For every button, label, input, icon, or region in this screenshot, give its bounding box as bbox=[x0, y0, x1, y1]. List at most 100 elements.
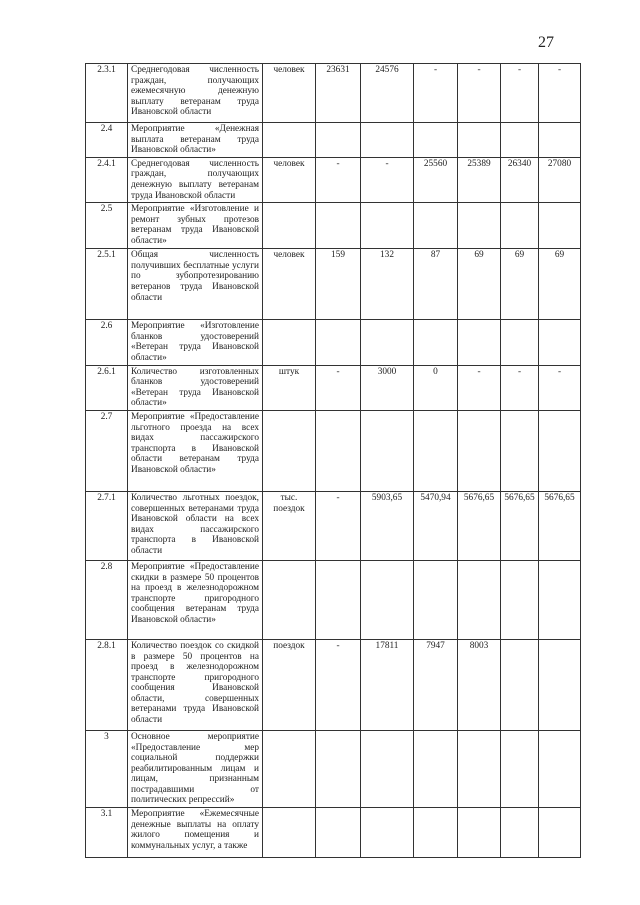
row-value: 23631 bbox=[315, 63, 361, 123]
row-value bbox=[413, 122, 458, 158]
row-value: 25389 bbox=[457, 156, 501, 204]
row-description: Среднегодовая численность граждан, получ… bbox=[127, 156, 263, 204]
row-unit: тыс. поездок bbox=[262, 490, 316, 561]
row-value bbox=[500, 122, 539, 158]
row-value bbox=[413, 202, 458, 250]
row-value: 24576 bbox=[360, 63, 414, 123]
row-value: 17811 bbox=[360, 638, 414, 731]
row-value: 5903,65 bbox=[360, 490, 414, 561]
row-unit: человек bbox=[262, 63, 316, 123]
row-value bbox=[315, 559, 361, 640]
row-number: 2.8.1 bbox=[85, 638, 128, 731]
row-value: 5676,65 bbox=[500, 490, 539, 561]
row-value: - bbox=[457, 364, 501, 411]
table-row: 2.5.1 Общая численность получивших беспла… bbox=[85, 248, 581, 321]
row-value bbox=[360, 807, 414, 859]
row-value bbox=[500, 638, 539, 731]
row-value bbox=[538, 122, 581, 158]
row-value: 5676,65 bbox=[457, 490, 501, 561]
row-value: 0 bbox=[413, 364, 458, 411]
row-value bbox=[457, 122, 501, 158]
row-number: 3 bbox=[85, 729, 128, 809]
row-description: Количество поездок со скидкой в размере … bbox=[127, 638, 263, 731]
row-value bbox=[538, 729, 581, 809]
row-value bbox=[500, 559, 539, 640]
row-description: Количество изготовленных бланков удостов… bbox=[127, 364, 263, 411]
row-value bbox=[457, 559, 501, 640]
table-row: 2.7 Мероприятие «Предоставление льготного… bbox=[85, 409, 581, 492]
row-description: Среднегодовая численность граждан, получ… bbox=[127, 63, 263, 123]
table-row: 2.6 Мероприятие «Изготовление бланков удо… bbox=[85, 319, 581, 366]
row-value: - bbox=[315, 364, 361, 411]
row-unit: штук bbox=[262, 364, 316, 411]
row-unit bbox=[262, 559, 316, 640]
table-row: 2.7.1 Количество льготных поездок, соверш… bbox=[85, 490, 581, 561]
row-description: Количество льготных поездок, совершенных… bbox=[127, 490, 263, 561]
row-value: - bbox=[538, 63, 581, 123]
row-number: 2.7 bbox=[85, 409, 128, 492]
row-unit: человек bbox=[262, 248, 316, 321]
row-unit: человек bbox=[262, 156, 316, 204]
row-value bbox=[315, 807, 361, 859]
row-value bbox=[538, 409, 581, 492]
row-description: Общая численность получивших бесплатные … bbox=[127, 248, 263, 321]
row-value bbox=[500, 729, 539, 809]
row-value bbox=[500, 202, 539, 250]
row-value bbox=[413, 319, 458, 366]
row-value: 159 bbox=[315, 248, 361, 321]
row-number: 2.8 bbox=[85, 559, 128, 640]
row-value bbox=[457, 202, 501, 250]
row-value bbox=[360, 202, 414, 250]
table-row: 3 Основное мероприятие «Предоставление ме… bbox=[85, 729, 581, 809]
row-value: - bbox=[413, 63, 458, 123]
row-value bbox=[360, 729, 414, 809]
row-number: 2.3.1 bbox=[85, 63, 128, 123]
table-row: 3.1 Мероприятие «Ежемесячные денежные вып… bbox=[85, 807, 581, 859]
row-description: Мероприятие «Предоставление льготного пр… bbox=[127, 409, 263, 492]
row-value bbox=[413, 729, 458, 809]
row-value: 69 bbox=[457, 248, 501, 321]
row-unit bbox=[262, 807, 316, 859]
table-row: 2.6.1 Количество изготовленных бланков уд… bbox=[85, 364, 581, 411]
row-description: Мероприятие «Денежная выплата ветеранам … bbox=[127, 122, 263, 158]
row-number: 3.1 bbox=[85, 807, 128, 859]
table-row: 2.4 Мероприятие «Денежная выплата ветеран… bbox=[85, 122, 581, 158]
row-value: 27080 bbox=[538, 156, 581, 204]
page-number: 27 bbox=[538, 34, 554, 51]
row-description: Мероприятие «Предоставление скидки в раз… bbox=[127, 559, 263, 640]
row-value bbox=[457, 319, 501, 366]
row-value bbox=[457, 807, 501, 859]
row-unit bbox=[262, 122, 316, 158]
row-number: 2.6.1 bbox=[85, 364, 128, 411]
row-number: 2.6 bbox=[85, 319, 128, 366]
row-number: 2.4 bbox=[85, 122, 128, 158]
row-value bbox=[360, 409, 414, 492]
row-number: 2.5 bbox=[85, 202, 128, 250]
row-value: 69 bbox=[500, 248, 539, 321]
row-value bbox=[538, 319, 581, 366]
row-value: 26340 bbox=[500, 156, 539, 204]
row-value: - bbox=[500, 63, 539, 123]
row-value bbox=[538, 807, 581, 859]
row-unit bbox=[262, 409, 316, 492]
table-row: 2.5 Мероприятие «Изготовление и ремонт зу… bbox=[85, 202, 581, 250]
row-value bbox=[315, 729, 361, 809]
table-row: 2.3.1 Среднегодовая численность граждан, … bbox=[85, 63, 581, 123]
row-value: - bbox=[315, 156, 361, 204]
row-description: Мероприятие «Ежемесячные денежные выплат… bbox=[127, 807, 263, 859]
row-number: 2.4.1 bbox=[85, 156, 128, 204]
row-unit bbox=[262, 202, 316, 250]
row-value bbox=[315, 319, 361, 366]
row-value: - bbox=[457, 63, 501, 123]
row-value: - bbox=[315, 638, 361, 731]
row-value: 69 bbox=[538, 248, 581, 321]
row-value: 87 bbox=[413, 248, 458, 321]
row-unit bbox=[262, 319, 316, 366]
row-value: 3000 bbox=[360, 364, 414, 411]
row-value bbox=[538, 559, 581, 640]
row-number: 2.5.1 bbox=[85, 248, 128, 321]
row-value bbox=[315, 409, 361, 492]
row-value bbox=[538, 202, 581, 250]
row-value: - bbox=[500, 364, 539, 411]
row-value: 5676,65 bbox=[538, 490, 581, 561]
